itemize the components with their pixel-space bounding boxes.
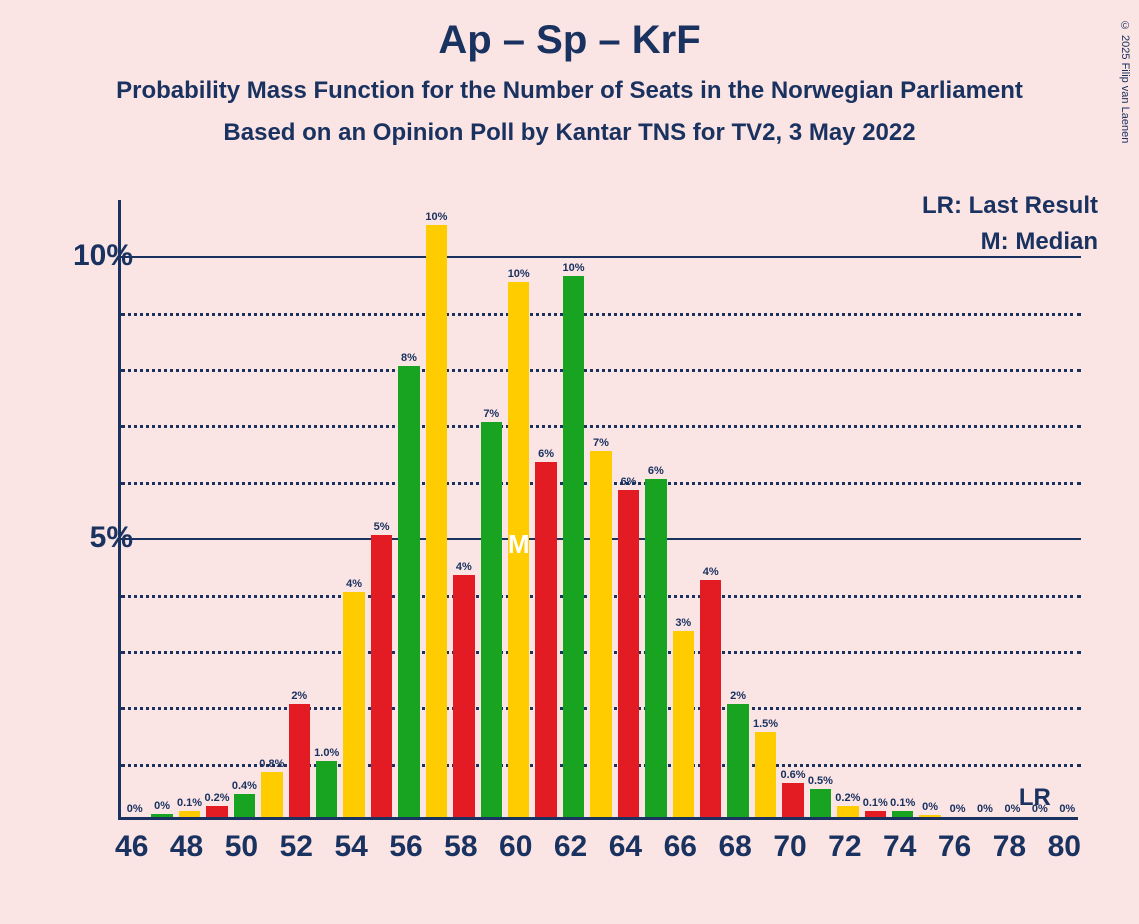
legend-m: M: Median	[981, 228, 1098, 256]
chart-area: 0%0%0.1%0.2%0.4%0.8%2%1.0%4%5%8%10%4%7%1…	[118, 200, 1108, 820]
bar: 0%	[919, 815, 940, 817]
bar-value-label: 0%	[127, 803, 143, 815]
bar-value-label: 7%	[483, 408, 499, 420]
bar-value-label: 1.5%	[753, 718, 778, 730]
lr-marker: LR	[1019, 784, 1051, 812]
bar-value-label: 0.8%	[259, 758, 284, 770]
x-tick-label: 70	[773, 830, 806, 864]
bars-container: 0%0%0.1%0.2%0.4%0.8%2%1.0%4%5%8%10%4%7%1…	[121, 197, 1081, 817]
x-tick-label: 62	[554, 830, 587, 864]
median-marker: M	[508, 529, 530, 560]
bar-value-label: 10%	[425, 211, 447, 223]
bar: 1.0%	[316, 761, 337, 817]
bar: 2%	[727, 704, 748, 817]
x-tick-label: 48	[170, 830, 203, 864]
copyright-text: © 2025 Filip van Laenen	[1119, 20, 1131, 143]
bar: 6%	[618, 490, 639, 817]
x-tick-label: 64	[609, 830, 642, 864]
bar: 2%	[289, 704, 310, 817]
bar-value-label: 0.1%	[890, 797, 915, 809]
bar: 0.6%	[782, 783, 803, 817]
bar: 0.5%	[810, 789, 831, 817]
bar-value-label: 0.1%	[863, 797, 888, 809]
x-tick-label: 56	[389, 830, 422, 864]
x-tick-label: 80	[1048, 830, 1081, 864]
x-tick-label: 46	[115, 830, 148, 864]
bar: 0.2%	[837, 806, 858, 817]
x-tick-label: 50	[225, 830, 258, 864]
bar: 0%	[151, 814, 172, 817]
bar: 5%	[371, 535, 392, 817]
bar: 3%	[673, 631, 694, 817]
bar-value-label: 3%	[675, 617, 691, 629]
x-tick-label: 66	[664, 830, 697, 864]
x-tick-label: 74	[883, 830, 916, 864]
bar-value-label: 0%	[977, 803, 993, 815]
chart-title: Ap – Sp – KrF	[0, 0, 1139, 63]
bar: 0.1%	[179, 811, 200, 817]
x-tick-label: 76	[938, 830, 971, 864]
bar-value-label: 0.6%	[780, 769, 805, 781]
bar-value-label: 10%	[563, 262, 585, 274]
bar-value-label: 6%	[648, 465, 664, 477]
x-tick-label: 60	[499, 830, 532, 864]
bar-value-label: 4%	[346, 578, 362, 590]
bar-value-label: 5%	[374, 521, 390, 533]
bar: 4%	[453, 575, 474, 817]
bar: 6%	[645, 479, 666, 817]
x-tick-label: 54	[334, 830, 367, 864]
bar: 0.2%	[206, 806, 227, 817]
plot-frame: 0%0%0.1%0.2%0.4%0.8%2%1.0%4%5%8%10%4%7%1…	[118, 200, 1078, 820]
bar-value-label: 0.5%	[808, 775, 833, 787]
bar-value-label: 0%	[922, 801, 938, 813]
bar-value-label: 6%	[538, 448, 554, 460]
bar-value-label: 0.4%	[232, 780, 257, 792]
x-tick-label: 58	[444, 830, 477, 864]
bar-value-label: 2%	[730, 690, 746, 702]
x-tick-label: 72	[828, 830, 861, 864]
bar: 4%	[700, 580, 721, 817]
bar-value-label: 8%	[401, 352, 417, 364]
bar-value-label: 10%	[508, 268, 530, 280]
bar: 8%	[398, 366, 419, 817]
chart-subtitle-1: Probability Mass Function for the Number…	[0, 77, 1139, 105]
bar: 0.8%	[261, 772, 282, 817]
bar-value-label: 0%	[1059, 803, 1075, 815]
bar: 7%	[481, 422, 502, 817]
bar: 0.1%	[865, 811, 886, 817]
y-tick-label: 5%	[90, 521, 133, 555]
bar-value-label: 0%	[950, 803, 966, 815]
x-tick-label: 78	[993, 830, 1026, 864]
bar: 7%	[590, 451, 611, 817]
bar: 0.4%	[234, 794, 255, 817]
bar-value-label: 2%	[291, 690, 307, 702]
legend-lr: LR: Last Result	[922, 192, 1098, 220]
bar: 6%	[535, 462, 556, 817]
bar-value-label: 0.2%	[835, 792, 860, 804]
bar-value-label: 6%	[620, 476, 636, 488]
y-tick-label: 10%	[73, 239, 133, 273]
x-tick-label: 52	[280, 830, 313, 864]
bar: 1.5%	[755, 732, 776, 817]
bar-value-label: 4%	[703, 566, 719, 578]
bar-value-label: 0%	[154, 800, 170, 812]
bar-value-label: 7%	[593, 437, 609, 449]
bar: 10%M	[508, 282, 529, 817]
bar-value-label: 1.0%	[314, 747, 339, 759]
x-tick-label: 68	[718, 830, 751, 864]
bar: 10%	[426, 225, 447, 817]
bar-value-label: 0.2%	[204, 792, 229, 804]
bar: 10%	[563, 276, 584, 817]
bar: 0.1%	[892, 811, 913, 817]
bar-value-label: 0.1%	[177, 797, 202, 809]
chart-subtitle-2: Based on an Opinion Poll by Kantar TNS f…	[0, 119, 1139, 147]
bar-value-label: 4%	[456, 561, 472, 573]
bar: 4%	[343, 592, 364, 817]
